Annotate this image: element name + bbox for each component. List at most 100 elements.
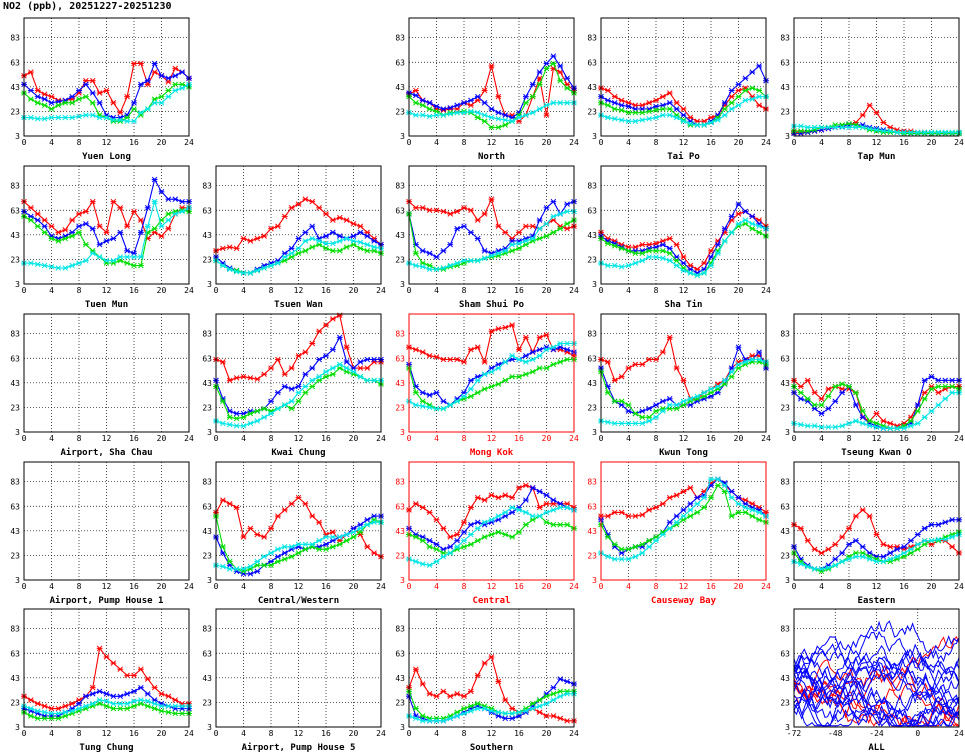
cyan-series-point <box>639 257 646 264</box>
cyan-series-point <box>41 116 48 122</box>
cyan-series-point <box>880 425 887 432</box>
green-series-line <box>23 209 190 267</box>
cyan-series-point <box>309 541 316 548</box>
cyan-series-point <box>611 116 618 122</box>
red-series-point <box>34 87 41 94</box>
blue-series-point <box>756 63 763 69</box>
red-series-point <box>117 109 124 116</box>
blue-series-point <box>680 260 687 266</box>
red-series-point <box>419 504 426 511</box>
x-tick-label: 12 <box>294 286 304 295</box>
x-tick-label: 0 <box>22 582 27 591</box>
red-series-point <box>680 106 687 112</box>
green-series-point <box>467 703 474 709</box>
blue-series-point <box>550 198 557 205</box>
red-series-point <box>625 365 632 371</box>
cyan-series-point <box>687 270 694 276</box>
x-tick-label: 16 <box>129 434 139 443</box>
cyan-series-point <box>564 504 571 511</box>
cyan-series-point <box>516 114 522 121</box>
green-series-point <box>914 408 921 414</box>
cyan-series-point <box>942 129 949 136</box>
cyan-series-point <box>495 709 502 716</box>
cyan-series-point <box>522 509 529 516</box>
cyan-series-point <box>371 519 378 525</box>
y-tick-label: 23 <box>10 107 20 116</box>
cyan-series-point <box>447 402 454 408</box>
green-series-point <box>742 509 749 516</box>
cyan-series-point <box>474 257 481 264</box>
cyan-series-point <box>316 373 323 380</box>
red-series-line <box>215 198 382 252</box>
blue-series-point <box>158 189 165 195</box>
blue-series-point <box>550 684 557 691</box>
blue-series-point <box>76 223 82 229</box>
x-tick-label: 24 <box>569 582 579 591</box>
x-tick-label: 12 <box>294 729 304 738</box>
red-series-point <box>825 546 832 553</box>
red-series-point <box>543 332 550 338</box>
x-tick-label: 0 <box>22 729 27 738</box>
cyan-series-point <box>461 109 467 116</box>
green-series-point <box>673 257 680 264</box>
red-series-point <box>839 534 846 540</box>
red-series-point <box>343 217 350 223</box>
cyan-series-point <box>34 708 41 714</box>
cyan-series-line <box>408 693 574 722</box>
red-series-point <box>329 316 336 322</box>
subplot: 0 4 8 12 16 20 24 3 23 43 63 83 Airport, Pump House … <box>10 461 194 606</box>
plot-frame <box>215 313 382 433</box>
red-series-point <box>447 211 454 217</box>
y-tick-label: 43 <box>10 83 20 92</box>
green-series-point <box>728 100 735 106</box>
cyan-series-point <box>336 534 343 540</box>
plot-frame <box>600 461 767 581</box>
green-series-point <box>62 100 69 106</box>
cyan-series-point <box>419 112 426 118</box>
y-tick-label: 23 <box>395 698 405 707</box>
cyan-series-point <box>165 217 172 223</box>
green-series-point <box>488 383 495 390</box>
subplot-title: Eastern <box>858 596 896 606</box>
cyan-series-point <box>268 410 274 417</box>
cyan-series-point <box>942 396 949 402</box>
x-tick-label: 12 <box>487 582 497 591</box>
red-series-point <box>454 531 461 538</box>
red-series-point <box>103 654 110 660</box>
cyan-series-point <box>866 125 873 132</box>
green-series-point <box>666 106 673 112</box>
subplot: 0 4 8 12 16 20 24 3 23 43 63 83 Tsuen Wan <box>202 165 386 310</box>
blue-series-point <box>666 245 673 252</box>
x-tick-label: 4 <box>241 286 246 295</box>
red-series-point <box>69 217 76 223</box>
plot-frame <box>793 461 960 581</box>
red-series-point <box>219 245 226 252</box>
blue-series-point <box>323 233 329 239</box>
green-series-point <box>632 410 639 417</box>
cyan-series-point <box>288 250 295 257</box>
green-series-point <box>27 217 34 223</box>
cyan-series-point <box>804 423 811 429</box>
subplot-title: Tseung Kwan O <box>841 448 912 458</box>
subplot: 0 4 8 12 16 20 24 3 23 43 63 83 Tai Po <box>587 17 771 162</box>
blue-series-point <box>522 497 529 503</box>
x-tick-label: 24 <box>954 582 964 591</box>
y-tick-label: 83 <box>202 478 212 487</box>
green-series-point <box>474 700 481 707</box>
cyan-series-point <box>131 118 137 125</box>
cyan-series-point <box>536 703 543 709</box>
green-series-point <box>721 106 728 112</box>
green-series-point <box>818 402 825 408</box>
green-series-point <box>158 708 165 714</box>
blue-series-point <box>694 494 701 501</box>
x-tick-label: 4 <box>434 286 439 295</box>
x-tick-label: 0 <box>214 582 219 591</box>
x-tick-label: 8 <box>462 582 467 591</box>
cyan-series-point <box>268 262 274 269</box>
y-tick-label: 63 <box>780 354 790 363</box>
y-tick-label: 23 <box>395 403 405 412</box>
green-series-point <box>604 102 611 109</box>
cyan-series-point <box>866 423 873 429</box>
blue-series-point <box>302 229 309 236</box>
